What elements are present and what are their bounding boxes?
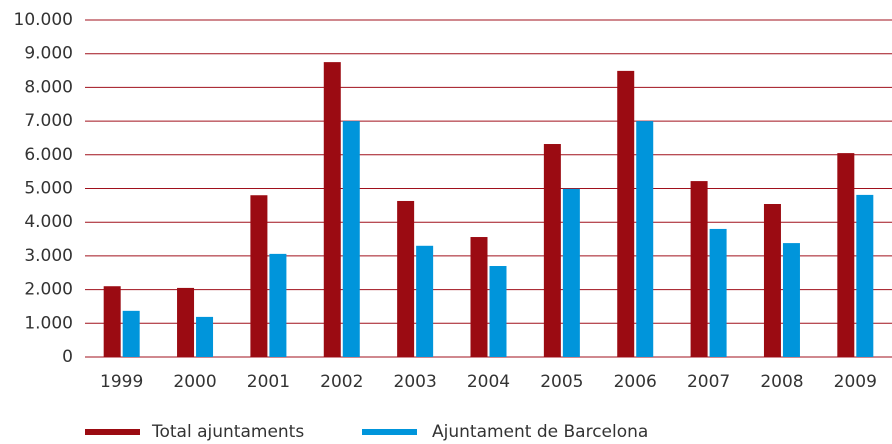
y-tick-label: 5.000 — [24, 179, 73, 199]
bar — [763, 204, 781, 357]
legend-label: Ajuntament de Barcelona — [432, 422, 648, 442]
bar — [562, 188, 580, 357]
y-tick-label: 7.000 — [24, 111, 73, 131]
x-tick-label: 2002 — [320, 372, 363, 392]
bar — [470, 237, 488, 357]
bar — [636, 121, 654, 357]
x-tick-label: 1999 — [100, 372, 143, 392]
bar — [709, 228, 727, 357]
bar — [177, 287, 195, 357]
x-tick-label: 2006 — [614, 372, 657, 392]
bar — [342, 121, 360, 357]
bar — [103, 286, 121, 357]
y-tick-label: 4.000 — [24, 212, 73, 232]
y-tick-label: 2.000 — [24, 280, 73, 300]
legend-label: Total ajuntaments — [151, 422, 304, 442]
x-tick-label: 2007 — [687, 372, 730, 392]
x-tick-label: 2001 — [247, 372, 290, 392]
bar — [323, 62, 341, 357]
y-tick-label: 1.000 — [24, 313, 73, 333]
x-tick-label: 2005 — [540, 372, 583, 392]
y-tick-label: 10.000 — [14, 10, 73, 30]
y-tick-label: 3.000 — [24, 246, 73, 266]
bar — [856, 194, 874, 357]
bar — [690, 181, 708, 357]
bar — [837, 153, 855, 357]
x-tick-label: 2009 — [834, 372, 877, 392]
y-tick-label: 0 — [62, 347, 73, 367]
y-tick-label: 9.000 — [24, 44, 73, 64]
bar — [489, 266, 507, 357]
y-tick-label: 8.000 — [24, 77, 73, 97]
bar — [416, 245, 434, 357]
bar — [617, 70, 635, 358]
bar — [782, 243, 800, 357]
x-tick-label: 2003 — [394, 372, 437, 392]
bar — [269, 253, 287, 357]
x-tick-label: 2000 — [173, 372, 216, 392]
y-tick-label: 6.000 — [24, 145, 73, 165]
bar — [250, 195, 268, 357]
bar — [543, 144, 561, 357]
x-tick-label: 2008 — [760, 372, 803, 392]
bar — [397, 200, 415, 357]
bar — [196, 316, 214, 357]
x-tick-label: 2004 — [467, 372, 510, 392]
bar — [122, 310, 140, 357]
